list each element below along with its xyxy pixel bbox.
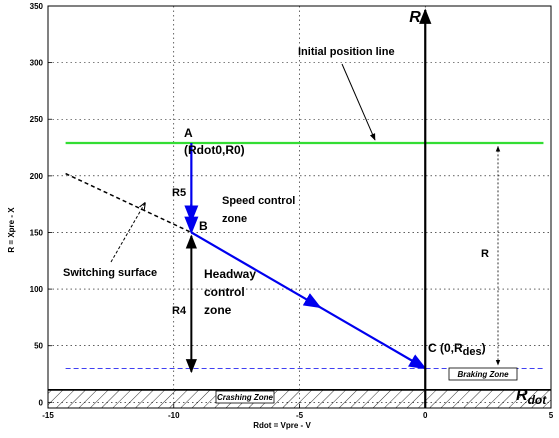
crashing-zone-label: Crashing Zone [217,393,274,402]
speed-control-zone-label-2: zone [222,213,247,225]
y-tick-label: 250 [30,115,44,124]
headway-zone-label-2: control [204,285,245,299]
speed-control-zone-label: Speed control [222,195,295,207]
x-tick-label: -10 [168,411,180,420]
switching-surface-label: Switching surface [63,267,157,279]
y-tick-label: 350 [30,2,44,11]
point-b-label: B [199,219,208,233]
y-tick-label: 0 [39,398,44,407]
r4-label: R4 [172,305,187,317]
trajectory-direction-arrow [302,293,322,309]
initial-position-line-pointer [341,63,376,141]
y-tick-label: 50 [34,342,43,351]
y-tick-label: 150 [30,228,44,237]
rdot-axis-main: R [516,387,528,404]
x-tick-label: 0 [423,411,428,420]
x-tick-label: -15 [42,411,54,420]
point-c-label: C (0,Rdes) [428,341,486,358]
r-axis-label: R [409,9,421,26]
braking-zone-label: Braking Zone [457,370,509,379]
point-a-label: A [184,126,193,140]
switching-surface-pointer [110,203,145,263]
y-axis-label: R = Xpre - X [7,207,16,253]
series-layer [48,141,551,391]
rdot-axis-sub: dot [528,393,548,407]
x-axis-label: Rdot = Vpre - V [253,421,311,430]
point-c-text: C (0,R [428,341,463,355]
headway-zone-label-3: zone [204,303,232,317]
headway-zone-label-1: Headway [204,267,256,281]
rdot-axis-label: Rdot [516,387,547,407]
y-tick-label: 300 [30,59,44,68]
point-c-subscript: des [463,346,482,358]
point-a-coords: (Rdot0,R0) [184,143,245,157]
series-line [65,172,192,234]
crashing-zone-box [215,390,275,404]
braking-zone-box [448,367,518,381]
initial-position-line-label: Initial position line [298,46,395,58]
x-tick-label: -5 [296,411,304,420]
x-tick-label: 5 [549,411,554,420]
r5-label: R5 [172,187,186,199]
r-dimension-label: R [481,248,489,260]
y-tick-label: 200 [30,172,44,181]
y-tick-label: 100 [30,285,44,294]
point-c-close: ) [482,341,486,355]
